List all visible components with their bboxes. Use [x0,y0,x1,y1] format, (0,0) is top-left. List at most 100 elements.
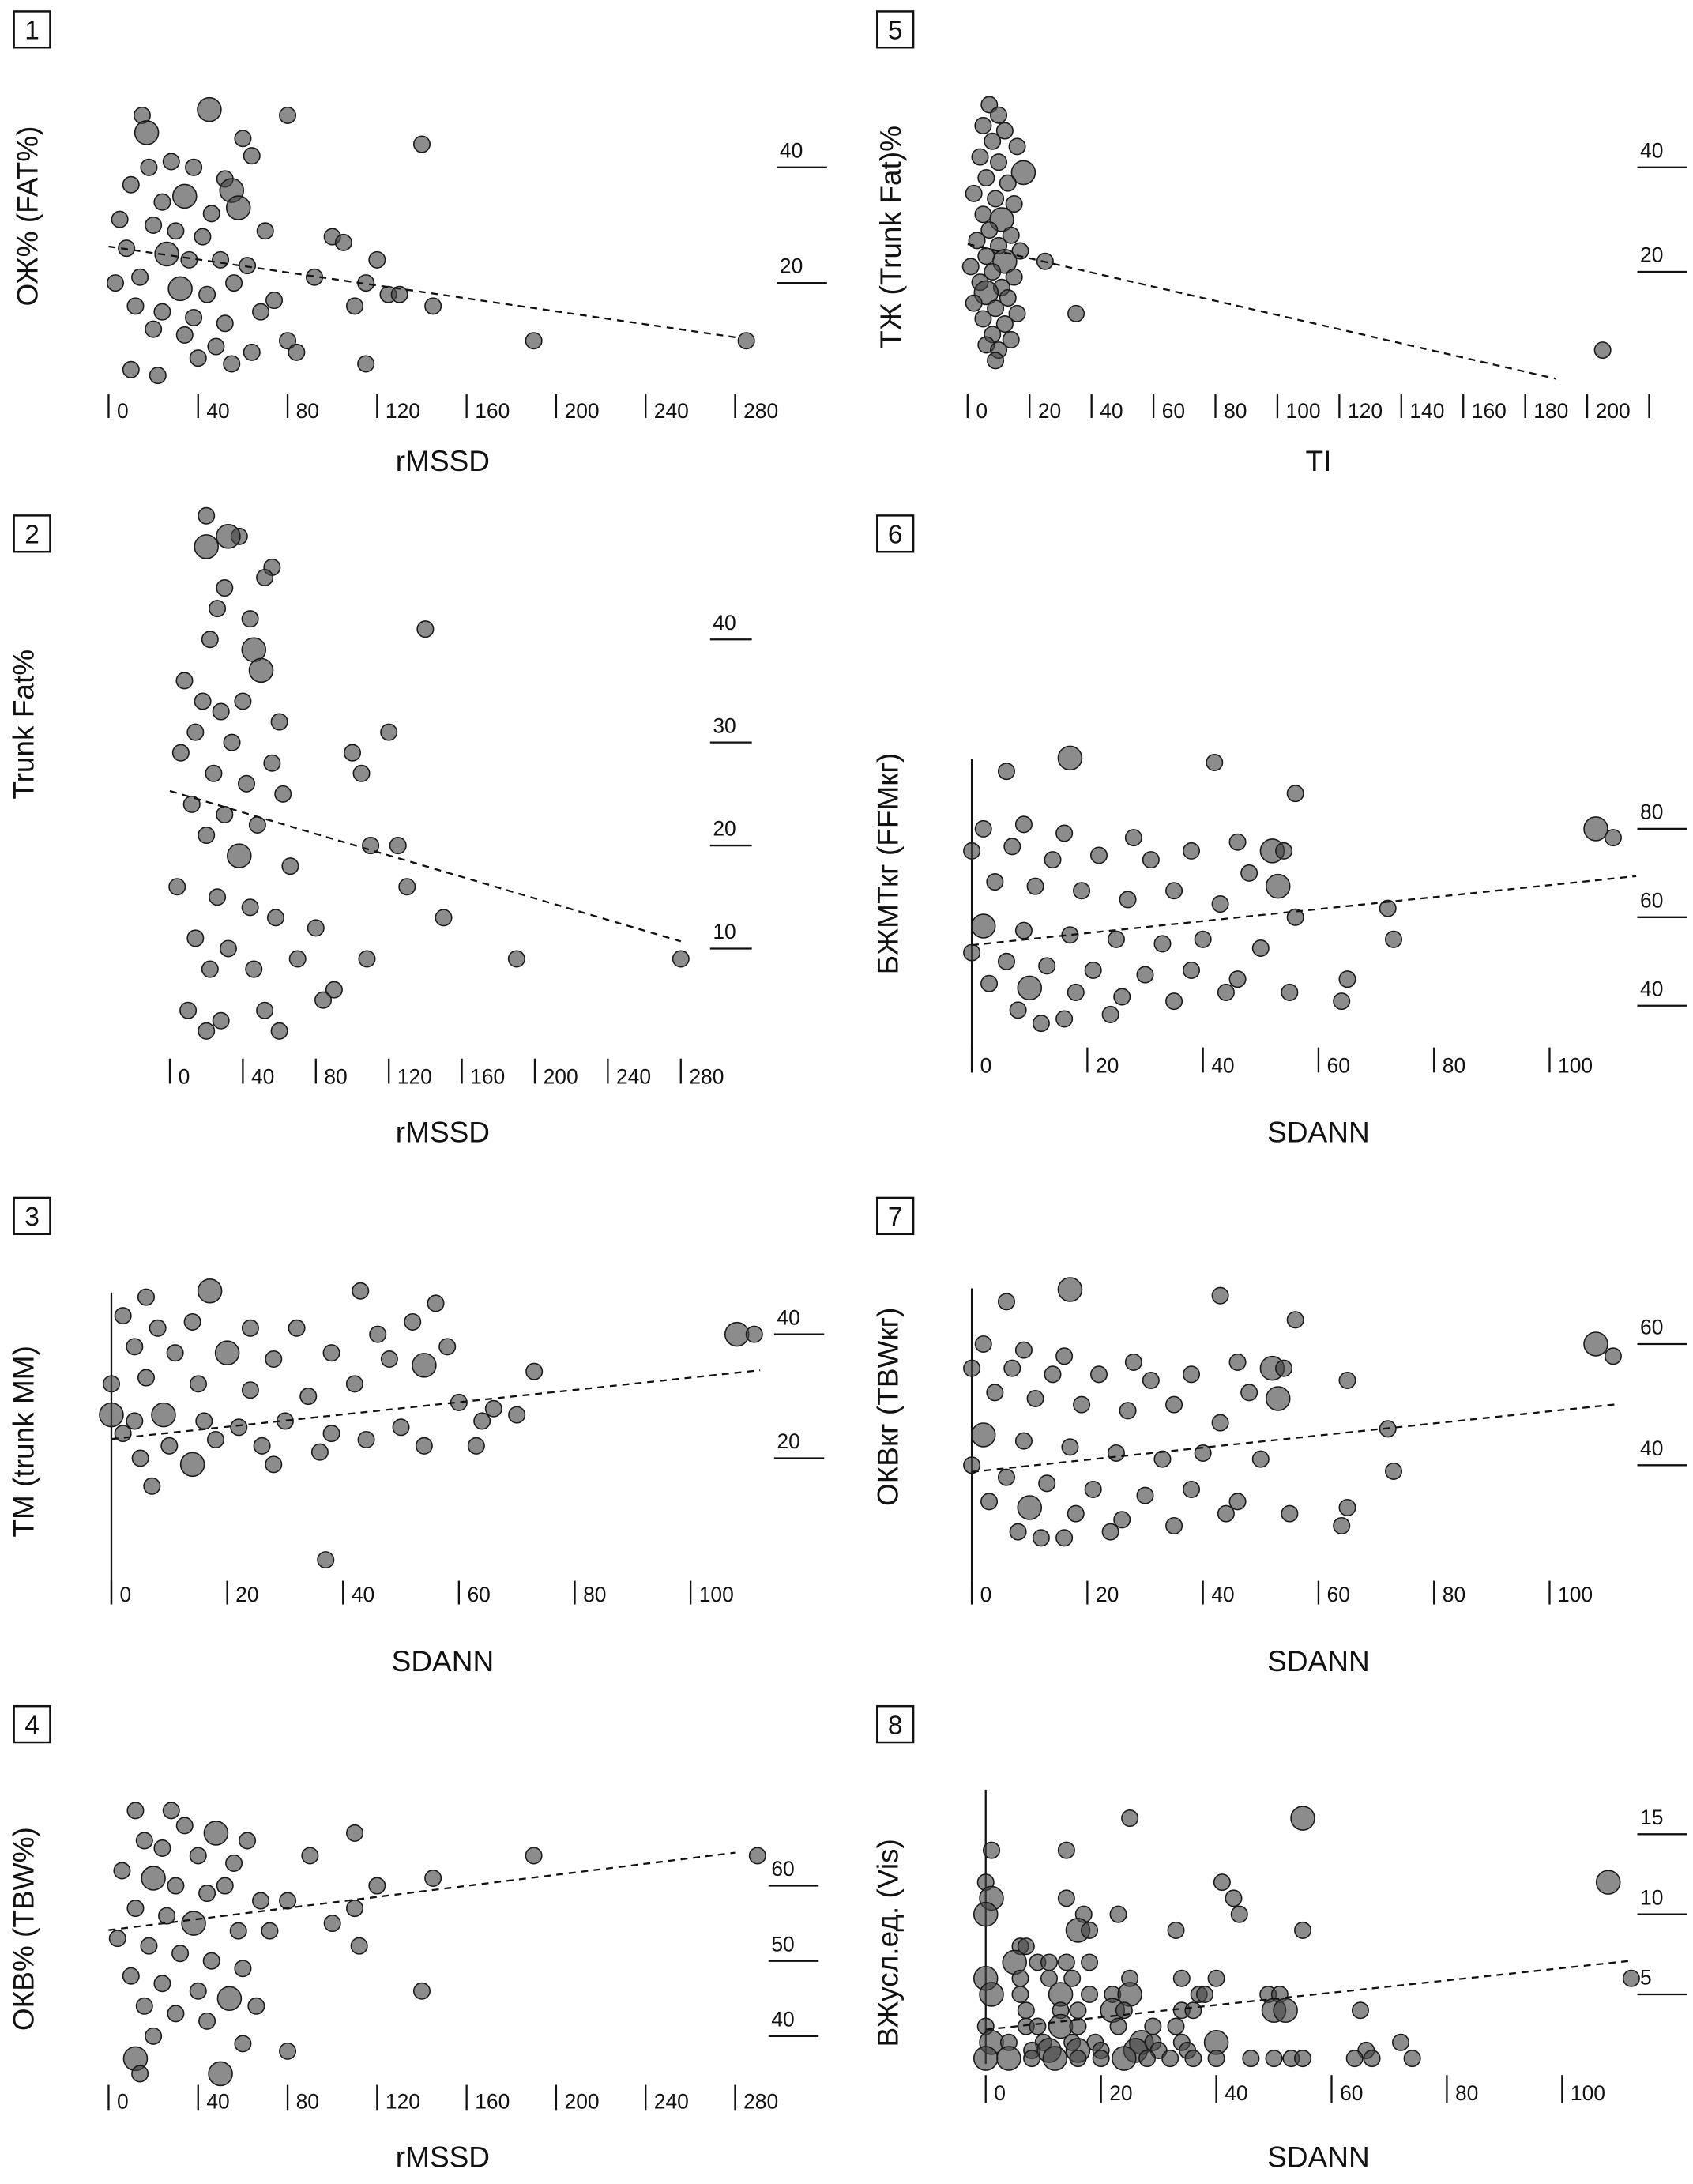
data-point [1084,961,1102,979]
x-tick-label: 280 [743,2090,778,2114]
y-tick-label: 30 [713,714,736,737]
x-tick-label: 80 [1443,1053,1465,1077]
data-point [350,1937,368,1955]
data-point [322,1344,340,1362]
data-point [216,524,241,549]
data-point [189,1375,207,1393]
data-point [154,241,179,267]
x-tick-label: 100 [699,1583,734,1606]
data-point [270,713,288,731]
data-point [288,343,306,361]
data-point [180,250,198,269]
x-axis-label: rMSSD [396,1116,490,1148]
data-point [971,148,989,166]
data-point [1161,2050,1179,2068]
data-point [135,1832,153,1850]
x-tick-label: 0 [179,1064,190,1088]
data-point [206,1430,224,1448]
data-point [1002,330,1020,348]
panel-number-box [876,514,915,553]
data-point [1281,1504,1299,1523]
data-point [1063,1969,1082,1987]
data-point [1026,1389,1044,1407]
data-point [1038,957,1056,975]
data-point [672,950,690,968]
x-tick-label: 160 [470,1064,505,1088]
data-point [986,1384,1004,1402]
data-point [219,939,237,958]
trend-line [971,1403,1620,1473]
data-point [265,1455,283,1474]
svg-text:3: 3 [24,1203,40,1232]
data-point [134,120,160,145]
data-point [987,299,1005,318]
x-tick-label: 80 [296,2090,319,2114]
data-point [412,1353,437,1378]
data-point [977,169,995,187]
data-point [1119,1402,1137,1420]
data-point [171,744,190,762]
svg-text:6: 6 [888,521,903,550]
x-tick-label: 280 [689,1064,724,1088]
data-point [1017,1937,1035,1956]
data-point [175,672,194,690]
data-point [137,1369,155,1387]
data-point [301,1847,319,1865]
data-point [1207,1969,1225,1987]
y-axis-label: ТЖ (Trunk Fat)% [875,126,907,348]
x-tick-label: 160 [475,2090,510,2114]
trend-line [967,243,1557,380]
data-point [126,1802,145,1820]
data-point [1055,1347,1074,1365]
data-point [997,763,1016,781]
y-axis-label: ТМ (trunk MM) [7,1346,40,1538]
data-point [126,1900,145,1918]
data-point [984,262,1002,281]
data-point [194,692,212,710]
x-tick-label: 40 [352,1583,374,1606]
data-point [1604,829,1622,847]
data-point [1107,1444,1125,1462]
x-tick-label: 80 [296,399,319,423]
data-point [299,1388,318,1406]
data-point [1242,2050,1260,2068]
data-point [310,1443,329,1461]
data-point [1286,908,1304,926]
data-point [241,610,259,628]
data-point [185,308,203,326]
data-point [1142,851,1160,869]
data-point [126,297,145,315]
data-point [424,1869,442,1888]
data-point [203,1821,229,1846]
data-point [1008,304,1026,322]
data-point [404,1312,422,1331]
y-tick-label: 60 [771,1857,794,1881]
data-point [999,174,1017,192]
data-point [1184,2001,1202,2020]
data-point [234,1960,252,1978]
data-point [189,1847,207,1865]
data-point [135,1997,153,2015]
data-point [1294,1921,1312,1939]
data-point [390,285,408,303]
data-point [1017,1495,1043,1520]
y-axis-label: Trunk Fat% [7,650,40,800]
y-tick-label: 40 [1640,138,1663,162]
data-point [1042,2046,1068,2071]
data-point [106,274,124,292]
data-point [1183,1480,1201,1498]
data-point [1067,1504,1085,1523]
data-point [1055,1529,1074,1547]
x-tick-label: 100 [1558,1053,1593,1077]
y-tick-label: 40 [1640,977,1663,1000]
data-point [974,205,992,224]
data-point [1017,975,1043,1001]
data-point [253,1437,271,1455]
x-tick-label: 40 [1100,399,1123,423]
data-point [1014,815,1033,834]
data-point [122,175,140,194]
data-point [435,909,453,927]
data-point [1165,882,1183,900]
data-point [997,1293,1016,1311]
panel-number: 6 [876,514,915,553]
